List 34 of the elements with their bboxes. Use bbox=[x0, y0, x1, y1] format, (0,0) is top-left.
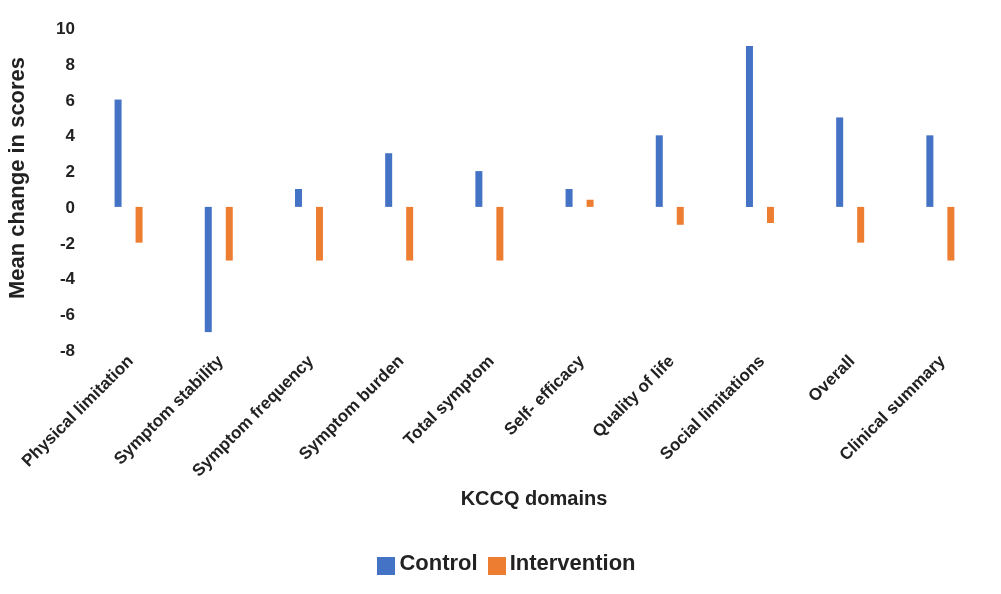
bar bbox=[947, 206, 955, 261]
y-tick-label: -2 bbox=[59, 233, 75, 253]
bar bbox=[475, 171, 483, 207]
bar bbox=[565, 189, 573, 207]
x-axis-title: KCCQ domains bbox=[460, 487, 608, 509]
bar bbox=[926, 135, 934, 207]
bar bbox=[204, 206, 212, 333]
bar bbox=[114, 99, 122, 207]
bar bbox=[315, 206, 323, 261]
bar bbox=[766, 206, 774, 223]
bar bbox=[655, 135, 663, 207]
y-tick-label: -4 bbox=[59, 269, 76, 289]
bar bbox=[225, 206, 233, 261]
bar bbox=[135, 206, 143, 243]
bar bbox=[857, 206, 865, 243]
bar bbox=[836, 117, 844, 207]
y-tick-label: 0 bbox=[65, 197, 75, 217]
y-tick-label: 8 bbox=[65, 54, 75, 74]
bar bbox=[676, 206, 684, 225]
legend-label: Control bbox=[399, 550, 478, 575]
y-tick-label: 6 bbox=[65, 90, 75, 110]
bar bbox=[586, 199, 594, 207]
bar bbox=[294, 189, 302, 207]
y-tick-label: -6 bbox=[59, 305, 75, 325]
bar bbox=[745, 45, 753, 207]
legend-label: Intervention bbox=[509, 550, 636, 575]
y-tick-label: 4 bbox=[65, 126, 76, 146]
bar bbox=[406, 206, 414, 261]
y-axis-title: Mean change in scores bbox=[3, 56, 29, 299]
y-tick-label: 10 bbox=[56, 19, 75, 39]
y-tick-label: 2 bbox=[65, 162, 75, 182]
bar bbox=[496, 206, 504, 261]
y-tick-label: -8 bbox=[59, 341, 75, 361]
bar bbox=[385, 153, 393, 207]
